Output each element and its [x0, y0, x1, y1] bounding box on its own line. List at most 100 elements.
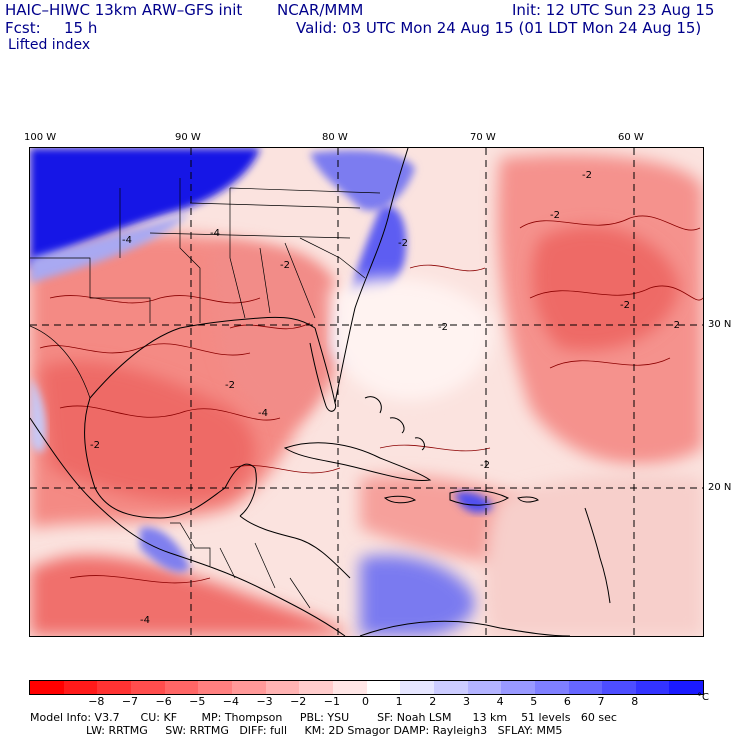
lon-label-60w: 60 W	[618, 132, 644, 143]
colorbar-tick-label: −3	[256, 695, 273, 708]
contour-label: -2	[438, 322, 448, 333]
shade-south-atlantic-light	[484, 474, 703, 636]
colorbar-swatch	[97, 681, 131, 694]
colorbar-tick-label: 6	[563, 695, 571, 708]
lon-label-90w: 90 W	[175, 132, 201, 143]
puerto-rico-island	[517, 496, 539, 503]
contour-line	[69, 575, 211, 584]
mexico-west-coast	[30, 417, 171, 554]
lesser-antilles	[584, 507, 611, 604]
contour-line	[409, 264, 486, 272]
colorbar-swatch	[265, 681, 300, 694]
colorbar-tick-label: 8	[631, 695, 639, 708]
colorbar-swatch	[400, 681, 434, 694]
lat-label-20n: 20 N	[708, 482, 732, 493]
init-time: Init: 12 UTC Sun 23 Aug 15	[512, 1, 715, 19]
colorbar-swatch	[30, 681, 64, 694]
mexico-guatemala-border	[170, 522, 211, 566]
contour-line	[379, 444, 491, 452]
shade-appalachian-blue	[310, 150, 415, 211]
jamaica-island	[383, 495, 416, 504]
colorbar-tick-label: −1	[323, 695, 340, 708]
contour-line	[549, 357, 671, 369]
colorbar-swatch	[198, 681, 232, 694]
contour-label: -2	[620, 300, 630, 311]
central-america-borders	[219, 542, 311, 609]
bahamas-islands	[364, 396, 425, 451]
model-title: HAIC–HIWC 13km ARW–GFS init	[5, 1, 243, 19]
coastlines	[30, 148, 611, 636]
lifted-index-map: -4 -2 -2 -2 -2 -4 -2 -2 -2 -2 -4 -2 -4 -…	[29, 147, 704, 637]
org-label: NCAR/MMM	[277, 1, 364, 19]
colorbar-swatch	[231, 681, 266, 694]
colorbar-swatch	[366, 681, 401, 694]
colorbar-tick-label: 2	[429, 695, 437, 708]
forecast-label: Fcst:	[5, 19, 41, 37]
political-borders	[30, 178, 381, 609]
contour-line	[519, 215, 701, 231]
colorbar-swatch	[602, 681, 636, 694]
contour-line	[229, 322, 311, 330]
colorbar-swatch	[164, 681, 199, 694]
contour-line	[229, 465, 341, 474]
contour-label: -2	[582, 170, 592, 181]
contour-line	[49, 295, 261, 304]
colorbar-tick-label: −6	[155, 695, 172, 708]
colorbar-tick-label: 7	[597, 695, 605, 708]
us-mexico-border	[30, 325, 91, 399]
colorbar-tick-label: −5	[189, 695, 206, 708]
colorbar-swatch	[669, 681, 704, 694]
colorbar	[29, 680, 704, 695]
cuba-island	[283, 442, 432, 482]
contour-line	[59, 405, 281, 421]
colorbar-tick-label: −2	[290, 695, 307, 708]
yucatan-peninsula	[224, 463, 257, 517]
lon-label-80w: 80 W	[322, 132, 348, 143]
valid-time: Valid: 03 UTC Mon 24 Aug 15 (01 LDT Mon …	[296, 19, 702, 37]
contour-label: -4	[258, 408, 268, 419]
shade-atlantic-red-core	[531, 226, 680, 351]
colorbar-tick-label: −8	[88, 695, 105, 708]
us-east-coast	[334, 148, 409, 404]
colorbar-swatch	[501, 681, 535, 694]
contour-label: -2	[90, 440, 100, 451]
contour-label: -4	[122, 235, 132, 246]
model-info-line1: Model Info: V3.7 CU: KF MP: Thompson PBL…	[30, 711, 617, 724]
contour-line	[39, 343, 251, 356]
colorbar-tick-label: 3	[462, 695, 470, 708]
state-border	[30, 257, 151, 323]
central-america-coast	[169, 552, 346, 636]
central-america-caribbean-coast	[239, 515, 351, 579]
forecast-hours: 15 h	[64, 19, 98, 37]
contour-label: -2	[398, 238, 408, 249]
contour-label-group: -4 -2 -2 -2 -2 -4 -2 -2 -2 -2 -4 -2 -4 -…	[90, 170, 680, 626]
colorbar-swatch	[433, 681, 468, 694]
colorbar-tick-label: 1	[395, 695, 403, 708]
model-info-line2: LW: RRTMG SW: RRTMG DIFF: full KM: 2D Sm…	[30, 724, 563, 737]
shade-caribbean-blue	[360, 555, 476, 636]
state-border	[229, 188, 366, 319]
mexico-gulf-coast	[84, 397, 226, 519]
colorbar-swatch	[130, 681, 165, 694]
contour-label: -2	[670, 320, 680, 331]
colorbar-swatch	[534, 681, 569, 694]
shade-southeast-us-red	[210, 245, 343, 420]
state-border	[119, 178, 201, 323]
contour-label: -4	[210, 228, 220, 239]
colorbar-tick-label: 5	[530, 695, 538, 708]
us-gulf-coast	[89, 316, 316, 399]
colorbar-swatch	[467, 681, 502, 694]
shade-mexico-red	[40, 361, 256, 501]
contour-line	[529, 285, 703, 301]
colorbar-swatch	[332, 681, 367, 694]
florida-peninsula	[309, 327, 337, 412]
field-name: Lifted index	[8, 37, 91, 53]
shade-gulf-light-blue	[30, 378, 47, 453]
colorbar-swatch	[568, 681, 603, 694]
lat-lon-grid	[30, 148, 703, 636]
contour-label: -2	[550, 210, 560, 221]
state-border	[149, 187, 381, 239]
map-canvas: -4 -2 -2 -2 -2 -4 -2 -2 -2 -2 -4 -2 -4 -…	[30, 148, 703, 636]
contour-label: -2	[280, 260, 290, 271]
shade-central-america-blue	[140, 527, 190, 572]
